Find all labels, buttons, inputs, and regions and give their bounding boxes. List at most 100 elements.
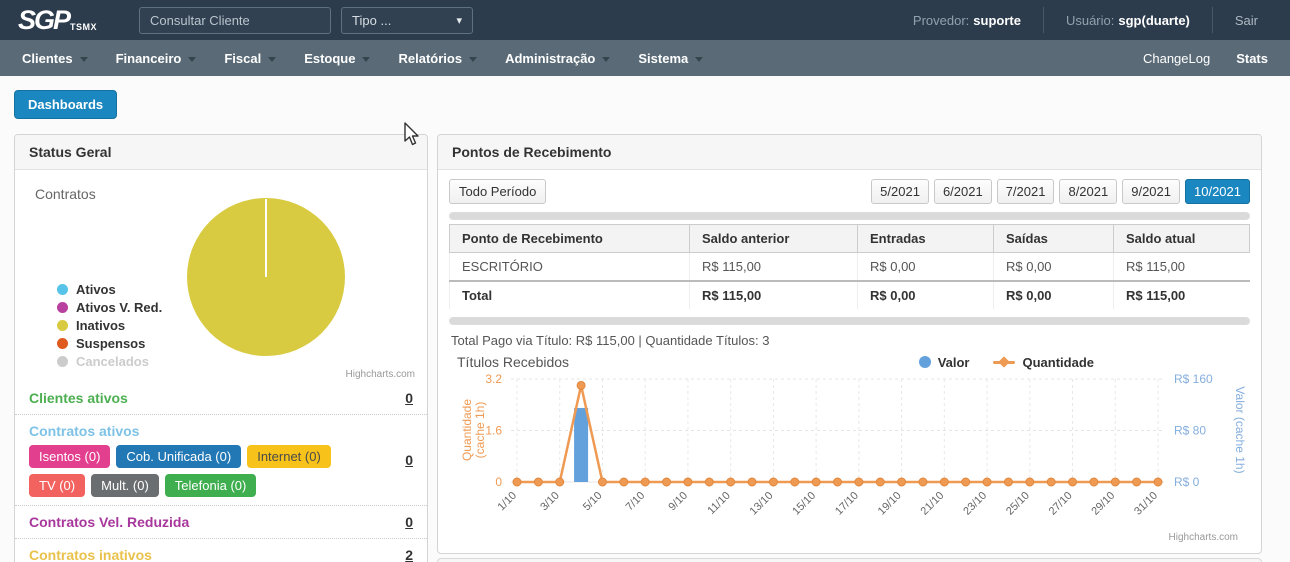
nav-item-label: Sistema: [638, 50, 689, 66]
nav-link-stats[interactable]: Stats: [1236, 50, 1268, 66]
status-row: Clientes ativos 0: [15, 382, 427, 414]
table-header-cell: Saldo anterior: [689, 224, 858, 253]
nav-item-fiscal[interactable]: Fiscal: [210, 40, 290, 76]
dashboards-button[interactable]: Dashboards: [14, 90, 118, 119]
badge-cob.[interactable]: Cob. Unificada (0): [116, 445, 242, 468]
user-info: Usuário: sgp(duarte): [1066, 13, 1190, 28]
month-button-7/2021[interactable]: 7/2021: [996, 179, 1055, 204]
table-row: ESCRITÓRIO R$ 115,00 R$ 0,00 R$ 0,00 R$ 115,…: [449, 252, 1250, 281]
chevron-down-icon: [79, 56, 88, 62]
legend-dot-icon: [57, 302, 68, 313]
scrollbar-thumb[interactable]: [450, 213, 1249, 219]
status-row: Contratos Vel. Reduzida 0: [15, 505, 427, 538]
nav-item-relatórios[interactable]: Relatórios: [384, 40, 491, 76]
legend-label: Suspensos: [76, 336, 146, 351]
month-button-10/2021[interactable]: 10/2021: [1185, 179, 1250, 204]
search-input[interactable]: [139, 6, 332, 34]
type-select-value: Tipo ...: [352, 12, 392, 28]
logout-link[interactable]: Sair: [1234, 12, 1258, 28]
svg-text:17/10: 17/10: [833, 490, 861, 518]
svg-text:0: 0: [495, 475, 502, 489]
status-row-label: Clientes ativos: [29, 390, 128, 406]
table-cell: R$ 0,00: [993, 252, 1114, 281]
pie-legend-item[interactable]: Ativos: [57, 282, 162, 297]
month-button-8/2021[interactable]: 8/2021: [1059, 179, 1118, 204]
provider-label: Provedor:: [912, 12, 970, 28]
svg-text:1/10: 1/10: [495, 490, 519, 514]
legend-label: Inativos: [76, 318, 126, 333]
provider-info: Provedor: suporte: [913, 13, 1021, 28]
pontos-recebimento-panel: Pontos de Recebimento Todo Período 5/202…: [437, 134, 1262, 554]
nav-right: ChangeLog Stats: [1143, 51, 1282, 66]
topbar-divider: [1042, 7, 1044, 33]
svg-text:5/10: 5/10: [581, 490, 605, 514]
combo-chart-svg[interactable]: 1/10 3/10 5/10 7/10 9/10 11/10 13/10 15/10 17/10…: [449, 370, 1249, 542]
app-logo[interactable]: SGP TSMX: [18, 4, 97, 35]
pie-legend-item[interactable]: Inativos: [57, 318, 162, 333]
legend-dot-icon: [57, 338, 68, 349]
status-row-label: Contratos Vel. Reduzida: [29, 514, 190, 530]
badge-tv[interactable]: TV (0): [29, 474, 86, 497]
table-total-row: Total R$ 115,00 R$ 0,00 R$ 0,00 R$ 115,00: [449, 280, 1250, 309]
status-row: Contratos inativos 2: [15, 538, 427, 562]
nav-item-clientes[interactable]: Clientes: [8, 40, 102, 76]
month-button-6/2021[interactable]: 6/2021: [933, 179, 992, 204]
table-header-cell: Saídas: [993, 224, 1114, 253]
month-button-9/2021[interactable]: 9/2021: [1122, 179, 1180, 204]
nav-item-financeiro[interactable]: Financeiro: [102, 40, 211, 76]
svg-text:29/10: 29/10: [1089, 490, 1117, 518]
scrollbar-thumb[interactable]: [450, 318, 1249, 324]
svg-text:Quantidade(cache 1h): Quantidade(cache 1h): [460, 399, 487, 461]
table-cell: R$ 0,00: [993, 280, 1114, 309]
line-marker-icon: [993, 360, 1016, 364]
table-cell: R$ 115,00: [1113, 252, 1250, 281]
horizontal-scrollbar-top[interactable]: [449, 212, 1250, 220]
nav-link-changelog[interactable]: ChangeLog: [1142, 50, 1211, 66]
nav-item-label: Estoque: [304, 50, 356, 66]
highcharts-credit[interactable]: Highcharts.com: [345, 369, 415, 380]
highcharts-credit-2[interactable]: Highcharts.com: [1168, 532, 1238, 543]
pie-legend-item[interactable]: Ativos V. Red.: [57, 300, 162, 315]
nav-item-label: Administração: [505, 50, 596, 66]
provider-value: suporte: [973, 12, 1021, 28]
topbar-divider-2: [1211, 7, 1213, 33]
svg-text:Valor (cache 1h): Valor (cache 1h): [1233, 386, 1247, 473]
todo-periodo-button[interactable]: Todo Período: [449, 179, 547, 204]
svg-text:R$ 0: R$ 0: [1174, 475, 1200, 489]
badge-isentos[interactable]: Isentos (0): [29, 445, 111, 468]
badge-internet[interactable]: Internet (0): [247, 445, 331, 468]
svg-text:25/10: 25/10: [1004, 490, 1032, 518]
status-row-value[interactable]: 0: [405, 514, 413, 530]
status-row-value[interactable]: 0: [405, 390, 413, 406]
table-head: Ponto de Recebimento Saldo anterior Entrad…: [449, 224, 1250, 253]
panels-row: Status Geral Contratos Ativos Ativos V. R…: [14, 134, 1276, 562]
nav-item-sistema[interactable]: Sistema: [624, 40, 717, 76]
horizontal-scrollbar-bottom[interactable]: [449, 317, 1250, 325]
badge-mult.[interactable]: Mult. (0): [91, 474, 159, 497]
pie-legend-item[interactable]: Suspensos: [57, 336, 162, 351]
logo-text: SGP: [18, 4, 71, 35]
table-header-cell: Entradas: [857, 224, 994, 253]
contract-badges: Isentos (0) Cob. Unificada (0) Internet (0…: [29, 445, 359, 497]
legend-label: Ativos: [76, 282, 116, 297]
contratos-pie-chart: Contratos Ativos Ativos V. Red. Inativos Su…: [15, 170, 427, 382]
nav-item-administração[interactable]: Administração: [491, 40, 624, 76]
chart-legend-item-valor[interactable]: Valor: [918, 355, 969, 370]
nav-item-estoque[interactable]: Estoque: [290, 40, 384, 76]
svg-text:27/10: 27/10: [1047, 490, 1075, 518]
user-value: sgp(duarte): [1118, 12, 1190, 28]
badge-telefonia[interactable]: Telefonia (0): [164, 474, 257, 497]
month-button-5/2021[interactable]: 5/2021: [871, 179, 929, 204]
status-rows: Clientes ativos 0 Contratos ativos Isentos …: [15, 382, 427, 562]
status-row-value[interactable]: 2: [405, 547, 413, 562]
recebimento-table: Ponto de Recebimento Saldo anterior Entrad…: [449, 224, 1250, 309]
status-row-left: Contratos inativos: [29, 547, 152, 562]
pie-icon[interactable]: [183, 194, 349, 360]
chart-legend-item-quantidade[interactable]: Quantidade: [993, 355, 1094, 370]
status-row-value[interactable]: 0: [405, 452, 413, 468]
pie-legend-item[interactable]: Cancelados: [57, 354, 162, 369]
type-select[interactable]: Tipo ... ▾: [341, 6, 474, 34]
status-panel-title: Status Geral: [15, 135, 427, 170]
svg-text:19/10: 19/10: [876, 490, 904, 518]
